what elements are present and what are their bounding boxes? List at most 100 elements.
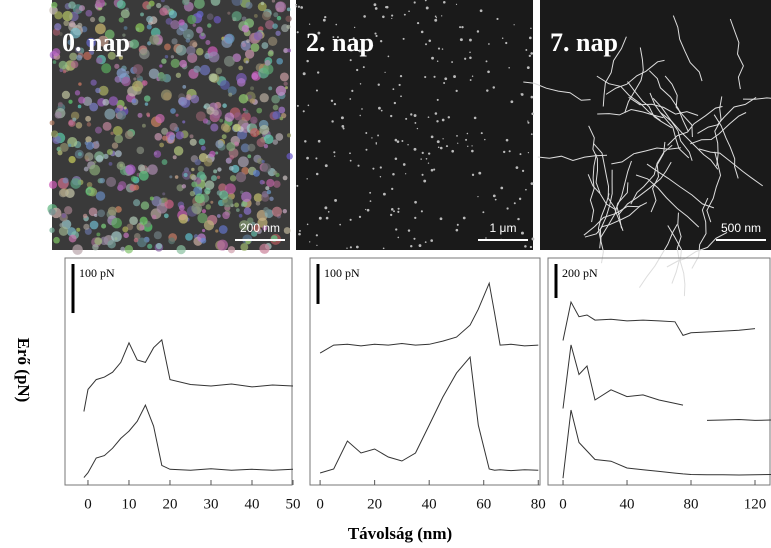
particle	[103, 122, 112, 131]
particle	[234, 203, 239, 208]
particle	[85, 136, 91, 142]
particle	[163, 198, 168, 203]
particle	[531, 112, 534, 115]
particle	[121, 9, 130, 18]
x-tick-label: 40	[620, 496, 635, 512]
particle	[333, 151, 335, 153]
particle	[253, 170, 260, 177]
particle	[190, 134, 194, 138]
particle	[262, 181, 265, 184]
particle	[421, 31, 424, 34]
particle	[117, 162, 126, 171]
particle	[131, 176, 137, 182]
particle	[357, 165, 359, 167]
particle	[398, 208, 400, 210]
particle	[442, 138, 443, 139]
particle	[114, 135, 123, 144]
particle	[437, 140, 440, 143]
particle	[224, 56, 235, 67]
particle	[75, 90, 80, 95]
particle	[261, 2, 265, 6]
particle	[138, 113, 143, 118]
particle	[531, 133, 533, 135]
particle	[369, 192, 371, 194]
particle	[176, 114, 179, 117]
particle	[83, 224, 89, 230]
particle	[286, 25, 290, 29]
particle	[190, 139, 197, 146]
particle	[72, 118, 76, 122]
particle	[374, 3, 377, 6]
particle	[477, 30, 479, 32]
particle	[521, 232, 524, 235]
particle	[478, 172, 481, 175]
particle	[516, 166, 519, 169]
particle	[317, 71, 319, 73]
particle	[91, 79, 97, 85]
particle	[530, 246, 532, 248]
particle	[250, 86, 254, 90]
particle	[139, 49, 150, 60]
particle	[239, 214, 243, 218]
x-tick-label: 10	[121, 496, 136, 512]
particle	[114, 237, 117, 240]
particle	[472, 76, 473, 77]
particle	[328, 211, 330, 213]
particle	[156, 3, 161, 8]
particle	[234, 112, 242, 120]
particle	[225, 112, 235, 122]
particle	[62, 91, 70, 99]
particle	[87, 189, 91, 193]
particle	[471, 145, 472, 146]
particle	[424, 76, 426, 78]
particle	[186, 46, 195, 55]
particle	[356, 246, 359, 249]
particle	[433, 76, 435, 78]
particle	[259, 244, 269, 254]
particle	[268, 86, 272, 90]
particle	[260, 93, 269, 102]
particle	[238, 66, 243, 71]
particle	[532, 238, 535, 241]
particle	[162, 159, 168, 165]
particle	[433, 168, 435, 170]
particle	[182, 184, 186, 188]
particle	[506, 207, 508, 209]
particle	[319, 217, 322, 220]
particle	[426, 158, 428, 160]
particle	[142, 80, 148, 86]
particle	[123, 233, 129, 239]
particle	[527, 121, 528, 122]
particle	[323, 19, 326, 22]
particle	[191, 95, 200, 104]
particle	[221, 123, 229, 131]
particle	[350, 160, 352, 162]
x-tick-label: 80	[684, 496, 699, 512]
particle	[391, 15, 393, 17]
particle	[386, 6, 389, 9]
particle	[261, 160, 264, 163]
particle	[179, 60, 187, 68]
x-tick-label: 20	[162, 496, 177, 512]
particle	[463, 217, 466, 220]
particle	[417, 22, 419, 24]
particle	[84, 155, 88, 159]
particle	[76, 122, 83, 129]
particle	[137, 147, 145, 155]
particle	[158, 73, 166, 81]
particle	[217, 167, 221, 171]
particle	[400, 95, 402, 97]
particle	[72, 244, 83, 255]
particle	[78, 82, 81, 85]
particle	[456, 229, 459, 232]
particle	[503, 151, 505, 153]
particle	[141, 201, 149, 209]
particle	[242, 25, 250, 33]
particle	[456, 135, 458, 137]
particle	[272, 111, 280, 119]
particle	[465, 139, 467, 141]
particle	[405, 118, 407, 120]
particle	[324, 206, 327, 209]
particle	[222, 212, 230, 220]
particle	[502, 38, 503, 39]
